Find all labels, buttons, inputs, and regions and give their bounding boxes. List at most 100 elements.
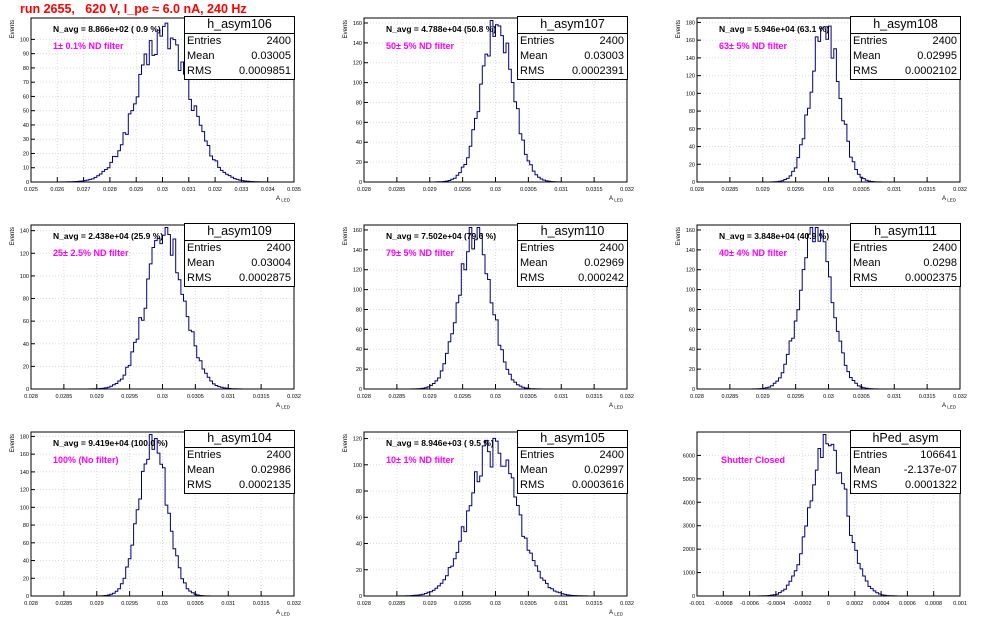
n-avg-header: N_avg = 9.419e+04 (100.0 %)	[53, 438, 168, 448]
x-tick-label: 0.0285	[388, 394, 405, 400]
stat-row-entries: Entries 2400	[851, 241, 960, 256]
n-avg-header: N_avg = 8.866e+02 ( 0.9 %)	[53, 24, 161, 34]
filter-label: 40± 4% ND filter	[719, 248, 787, 258]
stat-value: 0.0002375	[905, 272, 957, 284]
stat-box: h_asym108 Entries 2400 Mean 0.02995 RMS 0.0002…	[850, 16, 961, 80]
y-tick-label: 0	[26, 180, 29, 186]
stat-row-mean: Mean 0.02986	[185, 463, 294, 478]
y-tick-label: 180	[20, 434, 29, 440]
stat-row-rms: RMS 0.0009851	[185, 64, 294, 79]
x-tick-label: 0.0315	[586, 394, 603, 400]
stat-row-entries: Entries 106641	[851, 448, 960, 463]
stat-row-entries: Entries 2400	[518, 241, 627, 256]
stat-label: Mean	[187, 257, 215, 269]
y-tick-label: 140	[686, 248, 695, 254]
y-tick-label: 160	[20, 452, 29, 458]
filter-label: 50± 5% ND filter	[386, 41, 454, 51]
y-tick-label: 40	[689, 347, 695, 353]
y-tick-label: 120	[20, 488, 29, 494]
n-avg-header: N_avg = 3.848e+04 (40.9 %)	[719, 231, 829, 241]
n-avg-header: N_avg = 7.502e+04 (79.6 %)	[386, 231, 496, 241]
x-tick-label: 0.029	[129, 187, 143, 193]
x-tick-label: 0.031	[554, 394, 568, 400]
y-tick-label: 60	[356, 327, 362, 333]
stat-value: 2400	[599, 449, 624, 461]
n-avg-header: N_avg = 4.788e+04 (50.8 %)	[386, 24, 496, 34]
stat-label: RMS	[853, 272, 878, 284]
stat-row-entries: Entries 2400	[185, 34, 294, 49]
x-tick-label: 0.0315	[919, 394, 936, 400]
y-tick-label: 160	[686, 228, 695, 234]
stat-label: RMS	[853, 65, 878, 77]
x-tick-label: 0.0305	[520, 187, 537, 193]
y-tick-label: 100	[20, 274, 29, 280]
y-tick-label: 60	[23, 319, 29, 325]
y-axis-label: Events	[343, 20, 349, 38]
stat-row-mean: Mean 0.03003	[518, 49, 627, 64]
y-axis-label: Events	[10, 434, 16, 452]
stat-label: RMS	[853, 479, 878, 491]
stat-row-rms: RMS 0.0002375	[851, 271, 960, 286]
x-tick-label: 0	[827, 601, 830, 607]
x-tick-label: 0.029	[90, 394, 104, 400]
x-tick-label: 0.0315	[586, 187, 603, 193]
y-tick-label: 120	[353, 437, 362, 443]
y-tick-label: 20	[356, 367, 362, 373]
y-tick-label: 0	[359, 387, 362, 393]
stat-box: h_asym110 Entries 2400 Mean 0.02969 RMS 0.0002…	[517, 223, 628, 287]
y-tick-label: 1000	[683, 571, 695, 577]
n-avg-header: N_avg = 2.438e+04 (25.9 %)	[53, 231, 163, 241]
x-tick-label: 0.0006	[899, 601, 916, 607]
y-tick-label: 0	[26, 387, 29, 393]
x-tick-label: 0.0295	[454, 187, 471, 193]
x-tick-label: 0.0315	[586, 601, 603, 607]
y-tick-label: 20	[356, 568, 362, 574]
stat-value: 0.03005	[251, 50, 291, 62]
stat-label: RMS	[520, 65, 545, 77]
histogram-line	[364, 437, 627, 597]
stat-label: Entries	[853, 242, 888, 254]
y-tick-label: 80	[23, 66, 29, 72]
y-tick-label: 20	[356, 160, 362, 166]
x-axis-label: A LED	[942, 196, 957, 203]
stat-row-rms: RMS 0.000242	[518, 271, 627, 286]
y-tick-label: 140	[353, 248, 362, 254]
stat-row-entries: Entries 2400	[518, 34, 627, 49]
stat-label: RMS	[520, 479, 545, 491]
x-tick-label: 0.031	[554, 187, 568, 193]
x-tick-label: -0.0004	[767, 601, 786, 607]
y-tick-label: 100	[686, 91, 695, 97]
y-tick-label: 100	[353, 463, 362, 469]
stat-row-rms: RMS 0.0001322	[851, 478, 960, 493]
stat-value: 0.03003	[584, 50, 624, 62]
stat-label: Mean	[520, 257, 548, 269]
x-tick-label: -0.0002	[793, 601, 812, 607]
stat-label: Entries	[853, 449, 888, 461]
stat-row-entries: Entries 2400	[185, 241, 294, 256]
stat-row-entries: Entries 2400	[851, 34, 960, 49]
stat-label: Entries	[187, 242, 222, 254]
x-tick-label: 0.027	[77, 187, 91, 193]
y-tick-label: 100	[20, 37, 29, 43]
stat-value: 0.02969	[584, 257, 624, 269]
stat-row-entries: Entries 2400	[185, 448, 294, 463]
x-tick-label: 0.0305	[520, 394, 537, 400]
filter-label: 100% (No filter)	[53, 455, 119, 465]
x-tick-label: 0.0285	[721, 187, 738, 193]
x-tick-label: 0.032	[620, 394, 634, 400]
y-tick-label: 60	[23, 94, 29, 100]
x-tick-label: 0.0295	[454, 394, 471, 400]
x-tick-label: 0.029	[423, 601, 437, 607]
stat-box: h_asym105 Entries 2400 Mean 0.02997 RMS 0.0003…	[517, 430, 628, 494]
x-tick-label: 0.0295	[121, 601, 138, 607]
x-tick-label: 0.028	[103, 187, 117, 193]
y-tick-label: 3000	[683, 524, 695, 530]
x-tick-label: 0.028	[357, 187, 371, 193]
stat-value: 0.0298	[923, 257, 957, 269]
x-tick-label: 0.033	[235, 187, 249, 193]
x-tick-label: 0.028	[24, 394, 38, 400]
stat-label: Mean	[187, 50, 215, 62]
x-tick-label: 0.03	[157, 187, 168, 193]
stat-label: RMS	[187, 479, 212, 491]
